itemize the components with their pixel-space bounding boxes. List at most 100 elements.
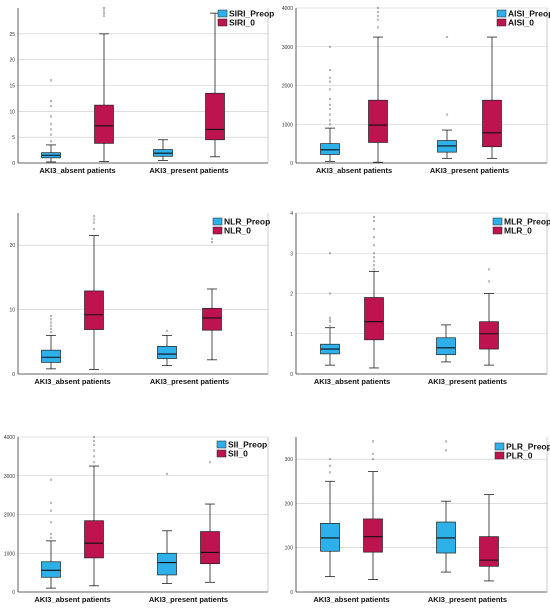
legend-label: NLR_Preop [224,217,270,227]
y-tick-label: 0 [290,372,293,378]
y-tick-label: 2000 [282,84,293,90]
box-2 [84,215,104,370]
outlier-point [92,215,96,218]
outlier-point [372,215,376,219]
outlier-point [445,113,449,116]
outlier-point [328,97,332,101]
outlier-point [165,472,169,475]
outlier-point [328,318,332,321]
legend-label: MLR_Preop [504,217,550,227]
x-category-label: AKI3_absent patients [316,166,392,175]
outlier-point [328,457,332,461]
outlier-point [328,464,332,467]
outlier-point [102,9,106,12]
outlier-point [210,240,214,244]
box-body [205,92,225,141]
box-body [84,290,104,330]
box-3 [157,472,177,584]
legend-label: SII_0 [228,449,248,459]
y-tick-label: 0 [290,161,293,167]
box-4 [205,12,225,158]
outlier-point [372,260,376,263]
y-tick-label: 200 [285,501,294,507]
y-tick-label: 10 [9,308,15,314]
x-category-label: AKI3_present patients [428,377,507,386]
y-tick-label: 2 [290,292,293,298]
outlier-point [49,321,53,324]
y-tick-label: 10 [9,109,15,115]
outlier-point [444,449,448,452]
y-tick-label: 1 [290,332,293,338]
legend-label: SIRI_0 [229,18,255,28]
legend-label: PLR_Preop [506,442,550,452]
box-3 [436,440,456,573]
x-category-label: AKI3_present patients [428,595,507,604]
y-tick-label: 0 [12,161,15,167]
outlier-point [445,35,449,39]
legend-label: AISI_Preop [508,9,550,19]
outlier-point [92,449,96,452]
y-tick-label: 3000 [282,45,293,51]
box-3 [436,324,456,363]
y-tick-label: 0 [12,372,15,378]
outlier-point [372,244,376,247]
box-body [94,104,114,144]
box-body [320,523,340,552]
outlier-point [328,88,332,91]
outlier-point [92,443,96,446]
outlier-point [49,478,53,481]
legend-swatch [217,9,228,18]
outlier-point [210,237,214,240]
legend-swatch [496,9,507,18]
y-tick-label: 0 [290,590,293,596]
box-body [364,297,384,341]
box-3 [157,329,177,367]
outlier-point [371,440,375,443]
outlier-point [49,314,53,318]
outlier-point [49,140,53,143]
outlier-point [49,128,53,131]
outlier-point [328,252,332,255]
box-body [479,536,499,567]
box-1 [320,45,340,162]
legend-swatch [216,449,227,458]
y-tick-label: 2000 [4,513,15,519]
x-category-label: AKI3_present patients [430,166,509,175]
outlier-point [371,452,375,455]
outlier-point [372,268,376,271]
outlier-point [49,532,53,536]
box-3 [437,35,457,159]
y-tick-label: 100 [285,546,294,552]
y-tick-label: 1000 [4,551,15,557]
box-1 [41,478,61,589]
box-4 [482,36,502,159]
y-tick-label: 5 [12,135,15,141]
y-tick-label: 300 [285,457,294,463]
outlier-point [328,107,332,110]
outlier-point [92,461,96,464]
outlier-point [49,501,53,505]
legend-swatch [496,18,507,27]
outlier-point [49,115,53,118]
box-1 [41,314,61,370]
legend-swatch [217,18,228,27]
x-category-label: AKI3_present patients [150,377,229,386]
outlier-point [487,280,491,283]
box-2 [363,440,383,580]
box-4 [200,461,220,583]
outlier-point [208,461,212,464]
outlier-point [102,6,106,10]
y-tick-label: 15 [9,84,15,90]
outlier-point [328,45,332,48]
y-tick-label: 20 [9,58,15,64]
outlier-point [49,324,53,327]
outlier-point [92,227,96,231]
y-tick-label: 0 [12,590,15,596]
box-1 [320,457,340,577]
outlier-point [328,119,332,122]
outlier-point [92,221,96,224]
outlier-point [376,10,380,14]
outlier-point [328,292,332,295]
outlier-point [49,318,53,321]
x-category-label: AKI3_absent patients [34,595,110,604]
